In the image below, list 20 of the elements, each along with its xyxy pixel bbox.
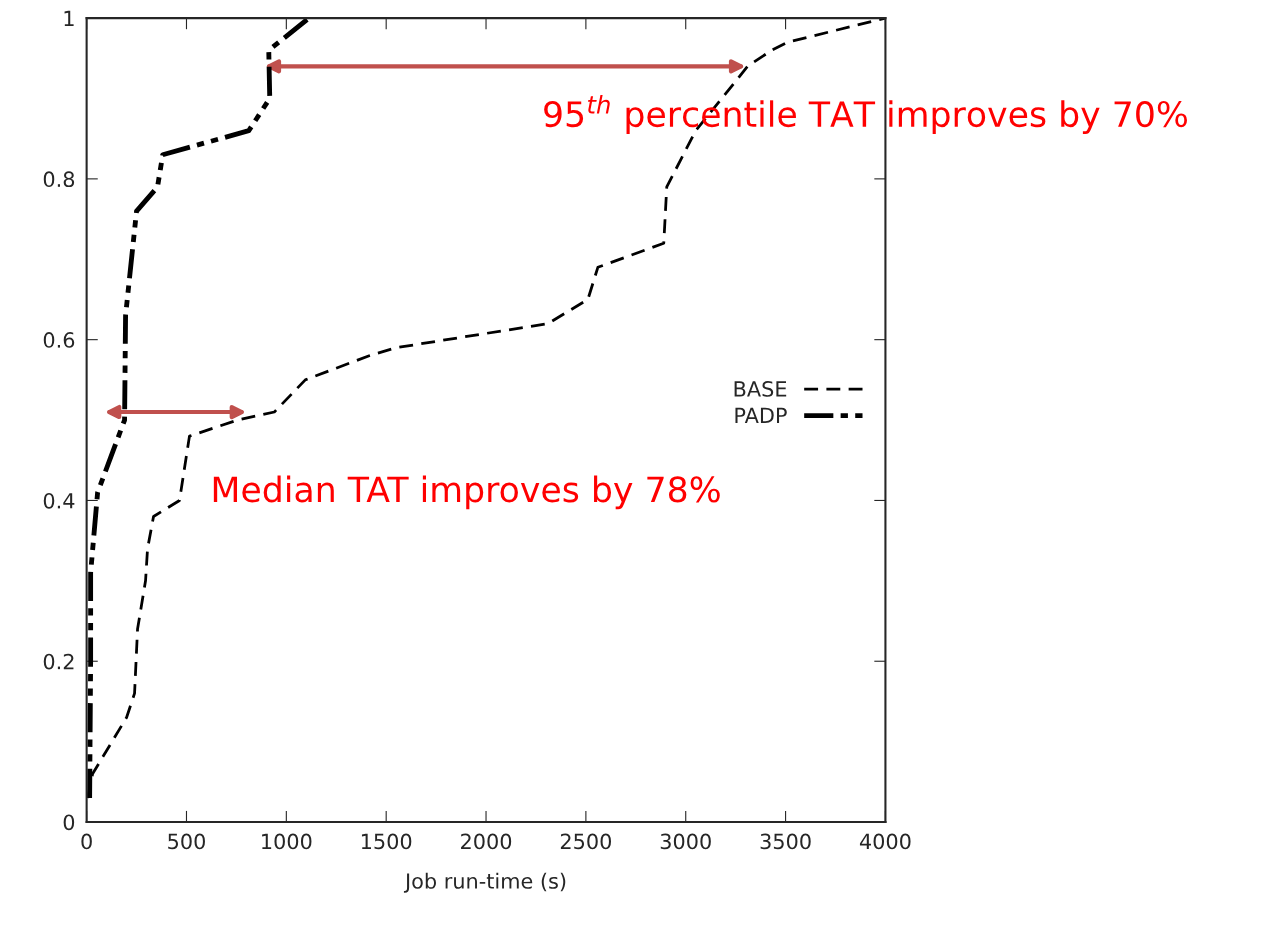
x-tick-label: 2500 bbox=[560, 833, 612, 850]
y-tick-label: 0.6 bbox=[43, 332, 75, 348]
y-tick-label: 1 bbox=[64, 10, 74, 26]
y-tick-label: 0.4 bbox=[43, 492, 75, 509]
x-tick-label: 3500 bbox=[760, 833, 811, 850]
x-tick-label: 1000 bbox=[262, 833, 312, 850]
legend-label: BASE bbox=[734, 381, 787, 397]
x-tick-label: 500 bbox=[168, 833, 205, 850]
x-tick-label: 0 bbox=[81, 833, 92, 850]
x-tick-label: 2000 bbox=[461, 833, 512, 850]
y-tick-label: 0.2 bbox=[43, 653, 74, 670]
x-tick-label: 3000 bbox=[660, 833, 711, 850]
annotation: 95$^{th}$ percentile TAT improves by 70% bbox=[544, 94, 1187, 134]
x-tick-label: 4000 bbox=[859, 833, 911, 850]
y-tick-label: 0.8 bbox=[43, 171, 75, 188]
x-axis-title: Job run-time (s) bbox=[403, 872, 566, 893]
y-tick-label: 0 bbox=[63, 814, 75, 831]
annotation: Median TAT improves by 78% bbox=[213, 475, 720, 510]
x-tick-label: 1500 bbox=[361, 833, 412, 850]
legend-label: PADP bbox=[735, 407, 787, 423]
